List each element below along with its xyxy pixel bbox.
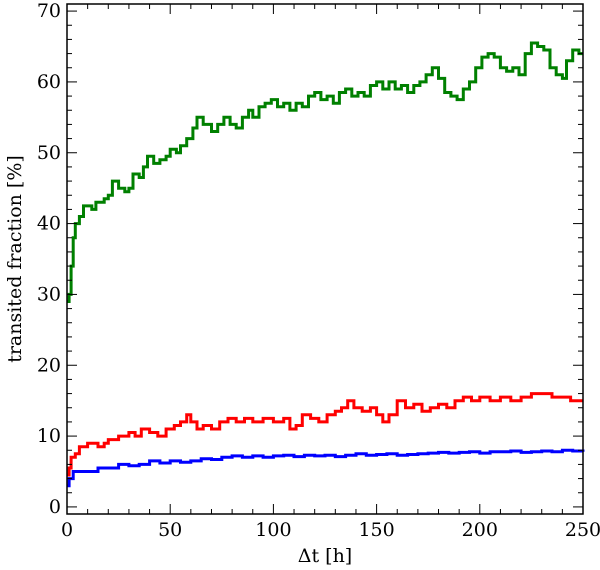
x-tick-label: 0: [61, 519, 73, 541]
series-layer: [67, 41, 585, 488]
x-tick-label: 50: [158, 519, 182, 541]
y-tick-label: 50: [37, 142, 61, 164]
plot-frame: [66, 3, 584, 515]
y-tick-label: 60: [37, 71, 61, 93]
y-tick-label: 20: [37, 354, 61, 376]
y-tick-label: 70: [37, 0, 61, 22]
x-tick-label: 150: [358, 519, 394, 541]
x-tick-label: 200: [462, 519, 498, 541]
y-tick-label: 40: [37, 213, 61, 235]
y-tick-label: 0: [49, 496, 61, 518]
x-tick-label: 250: [565, 519, 600, 541]
y-tick-label: 30: [37, 283, 61, 305]
series-line-1: [67, 392, 583, 477]
series-line-2: [67, 448, 585, 488]
x-axis-label: Δt [h]: [298, 545, 352, 567]
ticks-layer: 0 50 100 150 200 250 0 10 20 30 40 50 60 70: [37, 0, 600, 541]
y-tick-label: 10: [37, 425, 61, 447]
x-tick-label: 100: [255, 519, 291, 541]
y-axis-label: transited fraction [%]: [4, 155, 26, 363]
series-line-0: [67, 41, 583, 303]
